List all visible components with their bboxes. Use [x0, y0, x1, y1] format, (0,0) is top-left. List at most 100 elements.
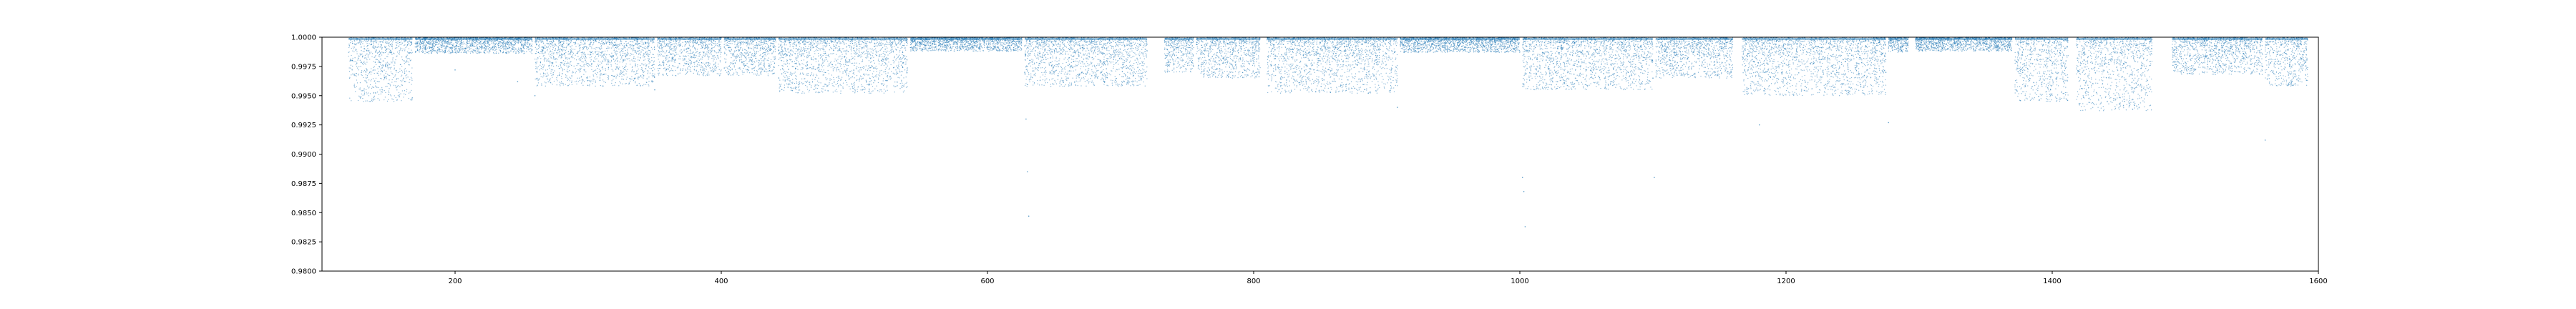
scatter-point [636, 47, 638, 49]
scatter-point [535, 42, 537, 44]
scatter-point [633, 47, 635, 49]
scatter-point [408, 64, 409, 66]
scatter-point [595, 74, 597, 76]
scatter-point [669, 48, 670, 49]
scatter-point [419, 39, 421, 41]
scatter-point [635, 52, 637, 54]
scatter-point [505, 49, 507, 51]
scatter-point [614, 84, 615, 86]
scatter-point [634, 78, 635, 79]
scatter-point [627, 50, 628, 52]
scatter-point [464, 49, 466, 51]
scatter-point [590, 40, 592, 41]
scatter-point [689, 53, 691, 54]
scatter-point [555, 45, 557, 46]
scatter-point [361, 74, 363, 77]
scatter-point [611, 69, 613, 70]
scatter-point [595, 51, 596, 52]
scatter-point [620, 50, 623, 52]
scatter-point [682, 69, 683, 72]
scatter-point [393, 77, 394, 79]
scatter-point [577, 56, 579, 57]
scatter-point [499, 49, 502, 52]
scatter-point [648, 44, 650, 45]
scatter-point [595, 39, 597, 41]
scatter-point [507, 44, 509, 45]
scatter-point [539, 69, 540, 71]
scatter-point [418, 37, 419, 39]
scatter-point [502, 44, 504, 45]
scatter-point [616, 47, 618, 49]
scatter-point [618, 44, 620, 46]
scatter-point [519, 42, 522, 44]
scatter-point [467, 50, 469, 52]
scatter-point [628, 47, 630, 49]
scatter-point [587, 80, 589, 82]
scatter-point [369, 101, 371, 102]
scatter-point [431, 44, 433, 45]
scatter-point [546, 39, 547, 41]
scatter-point [517, 51, 519, 52]
scatter-point [720, 70, 721, 72]
scatter-point [410, 41, 411, 42]
scatter-point [493, 42, 494, 44]
scatter-point [692, 66, 693, 67]
scatter-point [575, 42, 577, 44]
scatter-point [637, 64, 638, 66]
scatter-point [577, 81, 579, 82]
scatter-point [663, 64, 664, 66]
scatter-point [364, 54, 366, 56]
scatter-point [523, 48, 525, 49]
scatter-point [479, 46, 482, 48]
scatter-point [469, 39, 470, 41]
scatter-point [693, 72, 694, 74]
scatter-point [571, 82, 572, 83]
scatter-point [401, 42, 404, 44]
scatter-point [421, 51, 422, 52]
scatter-point [447, 42, 449, 44]
scatter-point [564, 64, 565, 67]
scatter-point [387, 67, 389, 69]
scatter-point [494, 43, 496, 44]
scatter-point [650, 40, 652, 41]
scatter-point [397, 42, 399, 44]
scatter-point [670, 41, 672, 43]
scatter-point [477, 50, 479, 52]
scatter-point [703, 69, 705, 71]
scatter-point [696, 60, 698, 62]
scatter-point [451, 49, 452, 51]
scatter-point [540, 58, 542, 59]
scatter-point [708, 64, 710, 67]
scatter-point [367, 92, 369, 94]
scatter-point [645, 52, 647, 54]
scatter-point [578, 77, 580, 79]
scatter-point [623, 61, 624, 62]
scatter-point [373, 47, 374, 49]
scatter-point [411, 79, 413, 82]
scatter-point [380, 41, 381, 43]
scatter-point [694, 41, 696, 43]
scatter-point [580, 59, 582, 61]
scatter-point [689, 70, 691, 72]
scatter-point [616, 76, 618, 77]
scatter-point [567, 67, 569, 68]
scatter-point [349, 60, 351, 62]
scatter-point [373, 67, 374, 68]
scatter-point [529, 39, 530, 41]
scatter-point [543, 54, 545, 57]
scatter-point [675, 40, 678, 41]
scatter-point [359, 59, 361, 61]
scatter-point [691, 56, 693, 57]
scatter-point [422, 49, 424, 51]
scatter-point [444, 39, 447, 41]
scatter-point [387, 63, 389, 64]
scatter-point [406, 54, 408, 56]
scatter-point [555, 48, 557, 49]
scatter-point [600, 54, 602, 56]
scatter-point [567, 85, 569, 87]
scatter-point [479, 40, 481, 41]
scatter-point [651, 74, 653, 76]
scatter-point [555, 49, 557, 51]
scatter-point [505, 46, 507, 48]
scatter-point [547, 69, 548, 71]
